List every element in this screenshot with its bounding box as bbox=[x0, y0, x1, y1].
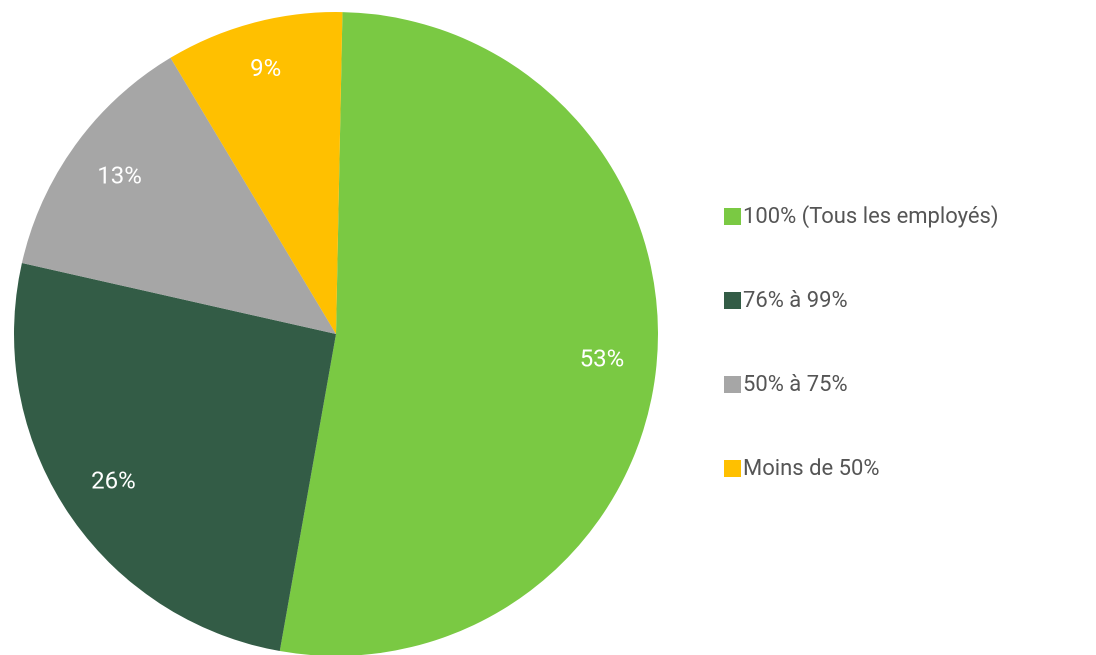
pie-slice bbox=[170, 12, 343, 335]
pie-slice bbox=[279, 12, 658, 655]
slice-label: 9% bbox=[250, 54, 281, 82]
slice-label: 26% bbox=[91, 466, 136, 494]
legend-label: Moins de 50% bbox=[743, 456, 879, 481]
legend-swatch bbox=[724, 460, 741, 477]
legend-label: 76% à 99% bbox=[743, 288, 848, 313]
legend-swatch bbox=[724, 208, 741, 225]
legend-swatch bbox=[724, 292, 741, 309]
slice-label: 13% bbox=[97, 162, 142, 190]
legend-label: 100% (Tous les employés) bbox=[743, 204, 999, 229]
legend-label: 50% à 75% bbox=[743, 372, 848, 397]
slice-label: 53% bbox=[580, 344, 625, 372]
pie-slice bbox=[21, 57, 337, 335]
pie-slice bbox=[13, 263, 337, 652]
legend-swatch bbox=[724, 376, 741, 393]
